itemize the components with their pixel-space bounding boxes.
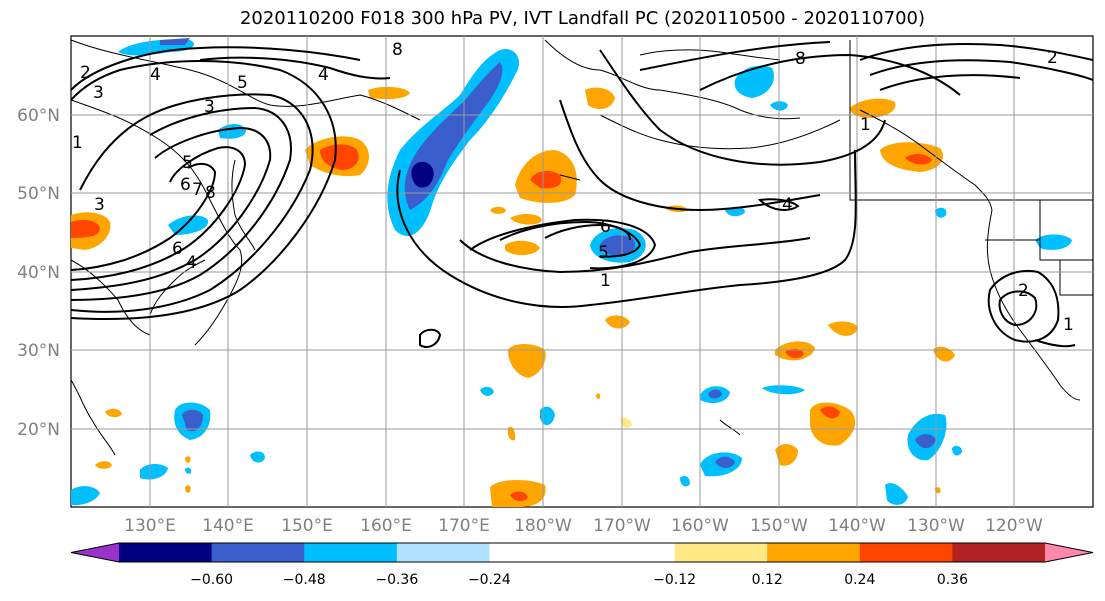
- lon-label: 170°E: [438, 516, 490, 536]
- lat-label: 20°N: [17, 420, 60, 440]
- contour-label: 1: [860, 115, 871, 135]
- contour-label: 4: [186, 253, 197, 273]
- lon-label: 130°E: [124, 516, 176, 536]
- contour-label: 1: [72, 133, 83, 153]
- lon-label: 150°W: [750, 516, 808, 536]
- colorbar-segment: [674, 543, 768, 562]
- colorbar-tick-label: 0.36: [937, 572, 968, 588]
- ivt-contours: [70, 41, 1094, 348]
- map-panel: 2 3 4 5 6 7 8 6 5 4 3 1 8 3 4 6 1 8 5 2 …: [70, 35, 1094, 508]
- contour-label: 1: [1063, 315, 1074, 335]
- contour-label: 8: [205, 183, 216, 203]
- contour-label: 4: [782, 195, 793, 215]
- lon-label: 120°W: [985, 516, 1043, 536]
- colorbar-tick-label: −0.60: [190, 572, 233, 588]
- contour-label: 2: [80, 63, 91, 83]
- lon-label: 160°W: [671, 516, 729, 536]
- lon-label: 160°E: [360, 516, 412, 536]
- colorbar-extend-min: [71, 543, 119, 562]
- colorbar-tick-label: −0.48: [283, 572, 326, 588]
- contour-label: 6: [600, 217, 611, 237]
- colorbar-segment: [859, 543, 953, 562]
- contour-labels: 2 3 4 5 6 7 8 6 5 4 3 1 8 3 4 6 1 8 5 2 …: [72, 40, 1074, 335]
- colorbar-segment: [119, 543, 213, 562]
- lon-label: 150°E: [281, 516, 333, 536]
- contour-label: 3: [204, 97, 215, 117]
- contour-label: 5: [182, 153, 193, 173]
- lat-label: 60°N: [17, 106, 60, 126]
- colorbar-segment: [489, 543, 583, 562]
- contour-label: 2: [1018, 281, 1029, 301]
- colorbar-extend-max: [1045, 543, 1093, 562]
- contour-label: 6: [180, 175, 191, 195]
- lon-label: 140°W: [828, 516, 886, 536]
- contour-label: 3: [93, 83, 104, 103]
- colorbar-tick-label: −0.24: [468, 572, 511, 588]
- contour-label: 8: [795, 49, 806, 69]
- lat-label: 40°N: [17, 263, 60, 283]
- map-title: 2020110200 F018 300 hPa PV, IVT Landfall…: [239, 8, 926, 29]
- colorbar-outline: [70, 542, 1094, 563]
- contour-label: 1: [600, 271, 611, 291]
- contour-label: 4: [150, 65, 161, 85]
- contour-label: 8: [392, 40, 403, 60]
- colorbar-segment: [396, 543, 490, 562]
- colorbar-tick-label: −0.36: [375, 572, 418, 588]
- contour-label: 5: [598, 243, 609, 263]
- lat-label: 50°N: [17, 184, 60, 204]
- colorbar-segment: [952, 543, 1046, 562]
- lon-label: 140°E: [202, 516, 254, 536]
- colorbar-segment: [767, 543, 861, 562]
- lon-label: 170°W: [593, 516, 651, 536]
- colorbar-tick-label: −0.12: [653, 572, 696, 588]
- colorbar-segment: [304, 543, 398, 562]
- contour-label: 3: [94, 195, 105, 215]
- latitude-labels: 60°N 50°N 40°N 30°N 20°N: [17, 106, 60, 440]
- contour-label: 7: [192, 180, 203, 200]
- colorbar-segment: [211, 543, 305, 562]
- lon-label: 180°W: [514, 516, 572, 536]
- contour-label: 2: [1047, 48, 1058, 68]
- lon-label: 130°W: [907, 516, 965, 536]
- contour-label: 4: [318, 65, 329, 85]
- colorbar-tick-label: 0.24: [844, 572, 875, 588]
- graticule: [71, 36, 1093, 507]
- contour-label: 6: [172, 239, 183, 259]
- lat-label: 30°N: [17, 341, 60, 361]
- colorbar: −0.60 −0.48 −0.36 −0.24 −0.12 0.12 0.24 0.36: [70, 542, 1094, 588]
- colorbar-segment: [582, 543, 676, 562]
- longitude-labels: 130°E 140°E 150°E 160°E 170°E 180°W 170°…: [124, 516, 1043, 536]
- shading-layer: [71, 38, 1072, 507]
- contour-label: 5: [237, 73, 248, 93]
- colorbar-tick-label: 0.12: [752, 572, 783, 588]
